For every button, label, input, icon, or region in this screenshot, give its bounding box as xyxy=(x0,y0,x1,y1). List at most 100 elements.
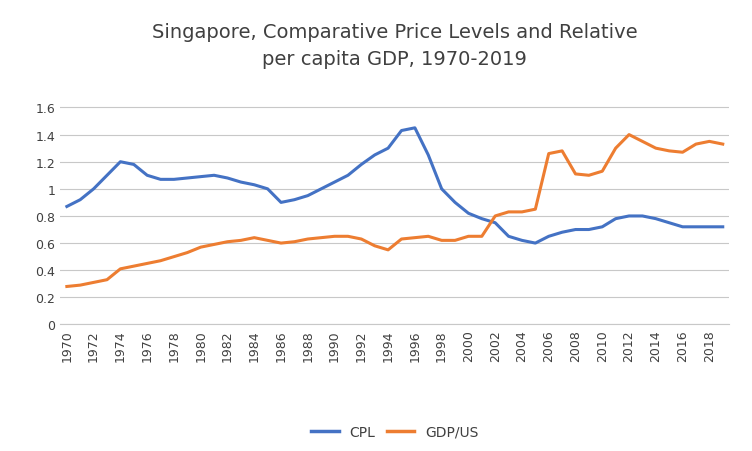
CPL xyxy=(691,225,700,230)
GDP/US xyxy=(143,261,152,267)
GDP/US xyxy=(102,277,111,283)
GDP/US xyxy=(303,237,312,242)
CPL xyxy=(370,153,379,158)
GDP/US xyxy=(544,152,553,157)
GDP/US xyxy=(464,234,473,239)
GDP/US xyxy=(571,172,580,177)
CPL xyxy=(277,200,286,206)
CPL xyxy=(624,214,633,219)
CPL xyxy=(584,227,593,233)
CPL xyxy=(156,177,165,183)
GDP/US xyxy=(665,149,674,154)
CPL xyxy=(638,214,647,219)
CPL xyxy=(611,216,620,222)
GDP/US xyxy=(89,280,98,285)
GDP/US xyxy=(691,142,700,147)
CPL xyxy=(62,204,71,210)
CPL xyxy=(236,180,245,185)
CPL xyxy=(464,211,473,216)
CPL xyxy=(183,176,192,181)
GDP/US xyxy=(437,238,446,244)
CPL xyxy=(210,173,219,179)
CPL xyxy=(517,238,526,244)
GDP/US xyxy=(210,242,219,248)
GDP/US xyxy=(236,238,245,244)
GDP/US xyxy=(290,239,299,245)
GDP/US xyxy=(183,250,192,256)
GDP/US xyxy=(330,234,339,239)
CPL xyxy=(531,241,540,246)
CPL xyxy=(571,227,580,233)
CPL xyxy=(129,162,138,168)
CPL xyxy=(450,200,459,206)
CPL xyxy=(557,230,566,235)
CPL xyxy=(651,216,660,222)
CPL xyxy=(705,225,714,230)
GDP/US xyxy=(169,254,178,260)
Legend: CPL, GDP/US: CPL, GDP/US xyxy=(305,419,484,444)
CPL xyxy=(196,175,205,180)
CPL xyxy=(303,193,312,199)
GDP/US xyxy=(156,258,165,264)
GDP/US xyxy=(638,139,647,145)
CPL xyxy=(76,198,85,203)
CPL xyxy=(665,221,674,226)
GDP/US xyxy=(490,214,499,219)
GDP/US xyxy=(423,234,432,239)
GDP/US xyxy=(263,238,272,244)
CPL xyxy=(263,187,272,192)
GDP/US xyxy=(196,245,205,250)
CPL xyxy=(290,198,299,203)
CPL xyxy=(598,225,607,230)
CPL xyxy=(678,225,687,230)
CPL xyxy=(116,160,125,165)
Line: GDP/US: GDP/US xyxy=(67,135,723,287)
CPL xyxy=(490,221,499,226)
GDP/US xyxy=(62,284,71,290)
CPL xyxy=(423,153,432,158)
GDP/US xyxy=(384,248,393,253)
CPL xyxy=(544,234,553,239)
GDP/US xyxy=(450,238,459,244)
GDP/US xyxy=(624,133,633,138)
GDP/US xyxy=(531,207,540,212)
GDP/US xyxy=(678,150,687,156)
GDP/US xyxy=(517,210,526,215)
GDP/US xyxy=(611,146,620,152)
CPL xyxy=(143,173,152,179)
GDP/US xyxy=(584,173,593,179)
GDP/US xyxy=(277,241,286,246)
GDP/US xyxy=(76,283,85,288)
GDP/US xyxy=(718,142,727,147)
GDP/US xyxy=(504,210,513,215)
CPL xyxy=(437,187,446,192)
CPL xyxy=(504,234,513,239)
GDP/US xyxy=(478,234,487,239)
GDP/US xyxy=(397,237,406,242)
GDP/US xyxy=(250,235,259,241)
GDP/US xyxy=(557,149,566,154)
GDP/US xyxy=(223,239,232,245)
Line: CPL: CPL xyxy=(67,129,723,244)
CPL xyxy=(330,180,339,185)
CPL xyxy=(250,183,259,188)
GDP/US xyxy=(705,139,714,145)
Title: Singapore, Comparative Price Levels and Relative
per capita GDP, 1970-2019: Singapore, Comparative Price Levels and … xyxy=(152,23,638,69)
GDP/US xyxy=(116,267,125,272)
GDP/US xyxy=(129,264,138,269)
GDP/US xyxy=(356,237,365,242)
CPL xyxy=(344,173,353,179)
CPL xyxy=(102,173,111,179)
CPL xyxy=(223,176,232,181)
CPL xyxy=(356,162,365,168)
CPL xyxy=(718,225,727,230)
CPL xyxy=(397,129,406,134)
CPL xyxy=(384,146,393,152)
CPL xyxy=(478,216,487,222)
GDP/US xyxy=(370,244,379,249)
GDP/US xyxy=(651,146,660,152)
GDP/US xyxy=(317,235,326,241)
CPL xyxy=(89,187,98,192)
CPL xyxy=(169,177,178,183)
GDP/US xyxy=(344,234,353,239)
